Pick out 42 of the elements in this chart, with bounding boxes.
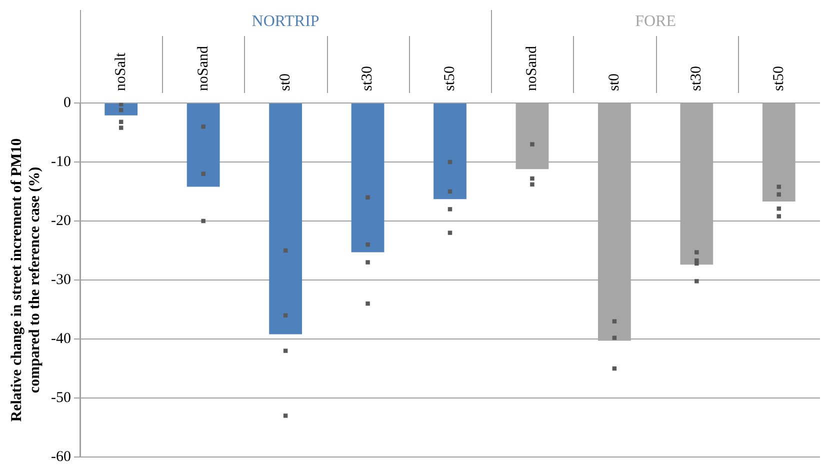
point — [201, 172, 206, 176]
point — [366, 260, 370, 264]
x-tick-label: st30 — [688, 66, 705, 91]
point — [530, 176, 534, 181]
point — [283, 348, 288, 353]
y-tick-label: -60 — [50, 448, 71, 465]
point — [366, 242, 370, 247]
y-tick-label: -20 — [50, 212, 71, 229]
x-tick-label: noSand — [524, 46, 540, 91]
point — [694, 250, 699, 254]
point — [776, 184, 782, 189]
text: FORE — [635, 13, 676, 30]
point — [283, 414, 288, 418]
x-tick-label: st0 — [277, 73, 294, 91]
point — [118, 126, 124, 130]
point — [776, 214, 782, 218]
point — [612, 336, 617, 340]
point — [201, 218, 206, 224]
point — [694, 279, 699, 284]
text: NORTRIP — [252, 13, 320, 30]
y-tick-label: -10 — [50, 154, 71, 170]
point — [612, 319, 617, 324]
y-tick-label: -40 — [50, 330, 71, 347]
point — [530, 182, 534, 187]
point — [118, 103, 124, 106]
point — [694, 258, 699, 263]
x-tick-label: st50 — [442, 66, 458, 91]
x-tick-label: noSalt — [113, 52, 130, 91]
point — [448, 207, 452, 212]
y-tick-label: -50 — [50, 390, 71, 406]
x-tick-label: noSand — [195, 46, 212, 91]
y-tick-label: -30 — [50, 272, 71, 288]
y-axis-title: Relative change in street increment of PM10 compared to the reference case (%) — [8, 138, 43, 422]
x-tick-label: st0 — [606, 73, 622, 91]
point — [448, 230, 452, 235]
point — [201, 124, 206, 129]
x-tick-label: st30 — [360, 66, 376, 91]
x-tick-label: st50 — [770, 66, 787, 91]
y-tick-label: 0 — [63, 94, 71, 111]
point — [366, 301, 370, 306]
point — [530, 142, 534, 146]
point — [366, 195, 370, 200]
